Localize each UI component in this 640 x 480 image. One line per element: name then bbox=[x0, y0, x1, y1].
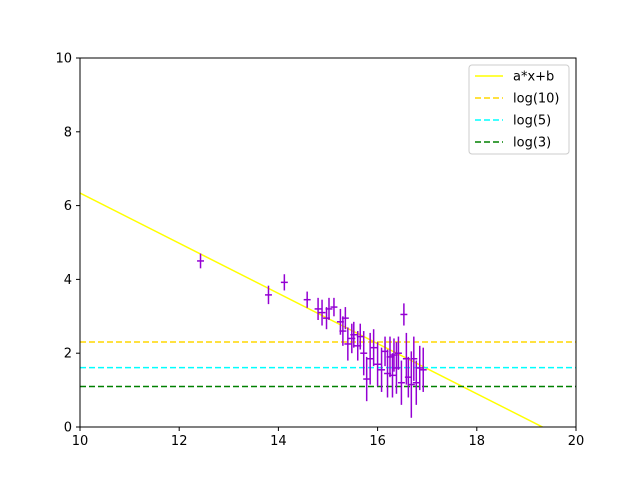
data-point bbox=[374, 342, 382, 387]
y-axis: 0 2 4 6 8 10 bbox=[55, 52, 80, 436]
data-point bbox=[407, 351, 415, 418]
data-point bbox=[363, 356, 371, 402]
legend: a*x+b log(10) log(5) log(3) bbox=[468, 64, 570, 155]
data-point bbox=[330, 297, 338, 317]
legend-item: log(3) bbox=[475, 136, 551, 151]
y-tick-label: 4 bbox=[64, 273, 72, 288]
x-axis: 10 12 14 16 18 20 bbox=[72, 427, 585, 449]
legend-label: log(3) bbox=[513, 136, 551, 151]
data-point bbox=[356, 323, 364, 350]
data-point bbox=[419, 347, 427, 392]
data-points-group bbox=[197, 253, 427, 418]
legend-item: log(5) bbox=[475, 114, 551, 129]
legend-item: log(10) bbox=[475, 92, 560, 107]
data-point bbox=[314, 297, 322, 320]
data-point bbox=[410, 336, 418, 381]
plot-frame bbox=[79, 57, 577, 428]
data-point bbox=[318, 299, 326, 326]
y-tick-label: 0 bbox=[64, 421, 72, 436]
data-point bbox=[350, 321, 358, 348]
data-point bbox=[416, 345, 424, 391]
data-point bbox=[339, 316, 347, 346]
y-tick-label: 8 bbox=[64, 125, 72, 140]
x-tick-label: 12 bbox=[171, 434, 188, 449]
x-tick-label: 14 bbox=[270, 434, 287, 449]
y-tick-label: 6 bbox=[64, 199, 72, 214]
data-point bbox=[325, 297, 333, 320]
data-point bbox=[378, 347, 386, 392]
legend-box bbox=[468, 64, 570, 155]
legend-label: a*x+b bbox=[513, 70, 554, 85]
data-point bbox=[341, 307, 349, 330]
y-tick-label: 10 bbox=[55, 52, 72, 67]
legend-item: a*x+b bbox=[475, 70, 554, 85]
data-point bbox=[370, 329, 378, 367]
y-tick-label: 2 bbox=[64, 347, 72, 362]
data-point bbox=[360, 331, 368, 376]
data-point bbox=[280, 274, 288, 291]
x-tick-label: 18 bbox=[469, 434, 486, 449]
legend-label: log(5) bbox=[513, 114, 551, 129]
legend-label: log(10) bbox=[513, 92, 560, 107]
data-point bbox=[303, 291, 311, 308]
x-tick-label: 10 bbox=[72, 434, 89, 449]
plot-area bbox=[80, 192, 576, 427]
data-point bbox=[344, 327, 352, 361]
data-point bbox=[400, 303, 408, 326]
data-point bbox=[197, 253, 204, 269]
data-point bbox=[366, 332, 374, 385]
data-point bbox=[265, 285, 272, 305]
data-point bbox=[397, 360, 405, 405]
x-tick-label: 20 bbox=[568, 434, 585, 449]
data-point bbox=[389, 353, 396, 398]
x-tick-label: 16 bbox=[369, 434, 386, 449]
data-point bbox=[394, 336, 402, 370]
